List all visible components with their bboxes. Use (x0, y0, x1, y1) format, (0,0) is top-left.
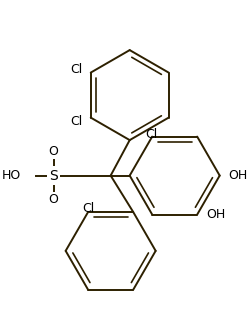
Text: Cl: Cl (70, 115, 82, 128)
Text: S: S (49, 169, 58, 183)
Text: Cl: Cl (145, 128, 157, 141)
Text: O: O (49, 193, 59, 206)
Text: OH: OH (228, 169, 247, 182)
Text: Cl: Cl (82, 202, 94, 214)
Text: Cl: Cl (70, 63, 82, 76)
Text: HO: HO (1, 169, 21, 182)
Text: OH: OH (206, 208, 225, 221)
Text: O: O (49, 145, 59, 158)
